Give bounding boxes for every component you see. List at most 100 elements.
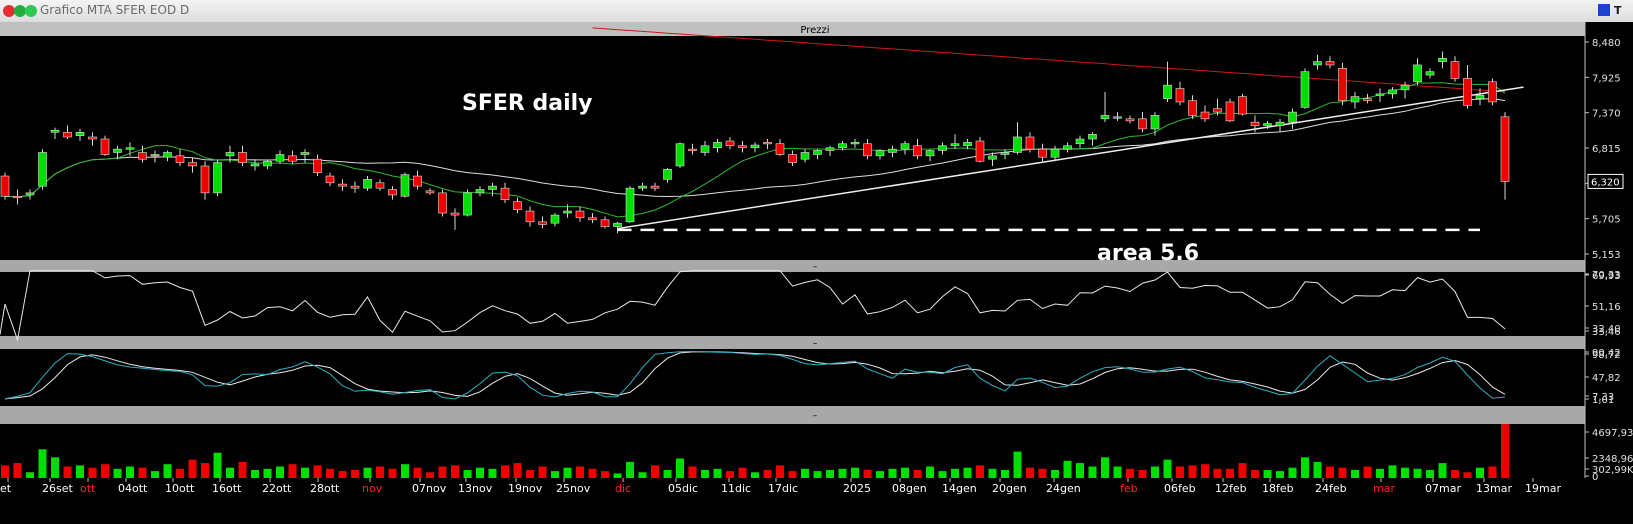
candle-body <box>1113 116 1122 119</box>
candle <box>0 172 10 200</box>
date-label: 07nov <box>412 482 447 495</box>
volume-tick-label: 0 <box>1592 472 1598 483</box>
volume-bar <box>863 469 872 478</box>
candle <box>513 197 522 214</box>
candle-body <box>225 152 235 157</box>
volume-bar <box>463 469 472 478</box>
candle-body <box>1063 145 1072 150</box>
volume-bar <box>351 469 359 478</box>
candle <box>1063 142 1072 153</box>
chart-canvas: Prezzi ––– 8,4807,9257,3706,8156,2605,70… <box>0 22 1633 524</box>
candle <box>1475 88 1485 106</box>
volume-bar <box>1113 466 1122 478</box>
candle <box>1375 88 1385 102</box>
date-label: 07mar <box>1425 482 1461 495</box>
candle-body <box>488 185 497 190</box>
date-label: 10ott <box>165 482 195 495</box>
candle-body <box>1450 61 1460 79</box>
candle-body <box>175 155 185 163</box>
candle <box>1250 115 1260 133</box>
date-label: 13mar <box>1476 482 1512 495</box>
volume-bar <box>488 468 497 478</box>
candle-body <box>763 142 772 145</box>
candle-body <box>88 136 97 140</box>
candle-body <box>825 147 835 151</box>
candle <box>1038 143 1047 162</box>
candle-body <box>275 154 285 162</box>
volume-bar <box>538 466 547 478</box>
candle <box>675 142 685 168</box>
date-label: 13nov <box>458 482 493 495</box>
trendline <box>617 86 1524 230</box>
volume-bar <box>1351 469 1359 478</box>
volume-bar <box>176 468 184 478</box>
candle <box>1275 118 1285 133</box>
volume-bar <box>1301 457 1309 478</box>
candle <box>500 182 510 203</box>
date-label: ott <box>80 482 96 495</box>
candle <box>250 159 260 171</box>
candle-body <box>625 187 635 223</box>
candle <box>488 182 497 197</box>
candle <box>1338 62 1347 106</box>
candle <box>625 186 635 224</box>
zoom-dot-icon[interactable] <box>25 5 37 17</box>
candle-body <box>925 150 935 157</box>
volume-bar <box>576 466 584 478</box>
window-title: Grafico MTA SFER EOD D <box>40 3 190 17</box>
candle-body <box>575 210 585 219</box>
candle-body <box>1088 133 1097 140</box>
candle <box>1500 112 1510 200</box>
volume-bar <box>788 471 797 478</box>
candle-body <box>250 163 260 167</box>
candle <box>188 157 197 173</box>
volume-bar <box>613 473 622 478</box>
candle-body <box>200 165 210 194</box>
candle <box>350 181 360 193</box>
candle <box>963 139 972 150</box>
stochastic-overlap-tick-label: 90,42 <box>1592 348 1621 359</box>
candle-body <box>425 190 435 194</box>
restore-square-icon[interactable] <box>1598 4 1610 16</box>
candle <box>1025 132 1035 153</box>
candle <box>1425 68 1435 79</box>
stochastic-tick-label: 98,72 <box>1592 350 1621 361</box>
candle-body <box>163 152 172 158</box>
candle <box>1400 81 1410 99</box>
candle-body <box>1013 136 1022 153</box>
close-dot-icon[interactable] <box>3 5 15 17</box>
candle-body <box>463 192 472 216</box>
price-tick-label: 6,815 <box>1592 144 1621 155</box>
stochastic-d-line <box>4 351 1506 400</box>
candle <box>975 136 985 163</box>
candle-body <box>888 148 897 153</box>
oscillator-overlap-tick-label: 33,46 <box>1592 327 1621 338</box>
volume-bar <box>1376 468 1384 478</box>
maximize-button[interactable]: T <box>1614 4 1622 17</box>
volume-bar <box>701 469 709 478</box>
oscillator-tick-label: 69,93 <box>1592 271 1621 282</box>
volume-bar <box>1326 466 1334 478</box>
candle <box>575 206 585 222</box>
candle <box>525 206 535 227</box>
oscillator-tick-label: 32,40 <box>1592 324 1621 335</box>
candle <box>263 159 272 170</box>
candle <box>1163 61 1172 102</box>
volume-bar <box>1226 468 1234 478</box>
candle-body <box>1325 61 1335 66</box>
volume-bar <box>663 469 672 478</box>
candle-body <box>1350 96 1360 103</box>
candle <box>1150 112 1160 136</box>
volume-bar <box>1163 459 1172 478</box>
date-label: 05dic <box>668 482 698 495</box>
oscillator-panel <box>0 270 1506 342</box>
candle <box>850 139 860 148</box>
date-label: 22ott <box>262 482 292 495</box>
price-tick-label: 7,370 <box>1592 109 1621 120</box>
candle-body <box>1188 100 1197 116</box>
candle <box>338 179 347 191</box>
candle-body <box>0 175 10 197</box>
minimize-dot-icon[interactable] <box>14 5 26 17</box>
candle-body <box>388 189 397 196</box>
candle <box>238 145 247 166</box>
